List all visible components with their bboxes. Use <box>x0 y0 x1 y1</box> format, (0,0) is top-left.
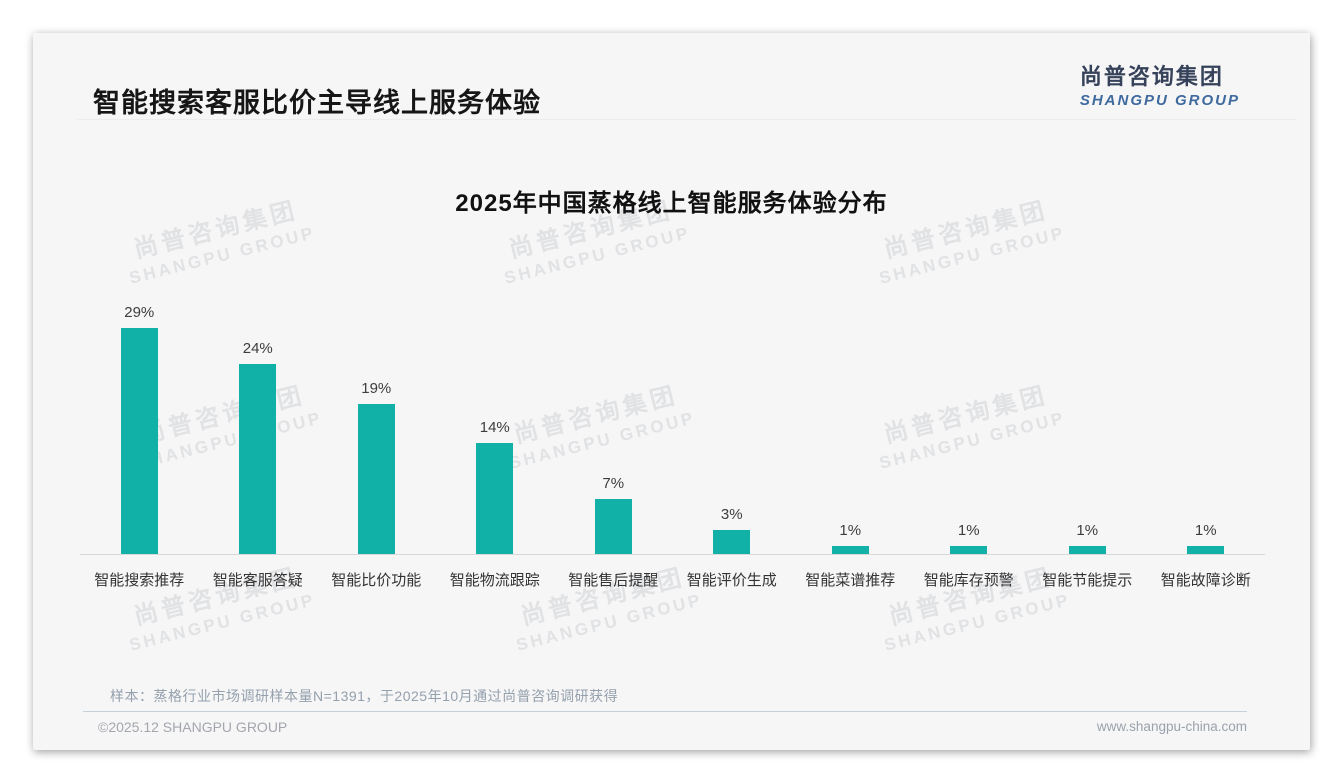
bar-column: 1% <box>1028 304 1147 554</box>
bar-column: 1% <box>791 304 910 554</box>
bar-value-label: 7% <box>602 475 625 492</box>
bar-column: 14% <box>436 304 555 554</box>
watermark-cn-text: 尚普咨询集团 <box>886 563 1056 631</box>
bar-column: 24% <box>199 304 318 554</box>
title-divider <box>77 119 1296 120</box>
watermark-en-text: SHANGPU GROUP <box>514 590 705 655</box>
website-link[interactable]: www.shangpu-china.com <box>1096 719 1247 734</box>
bar <box>357 404 395 554</box>
category-label: 智能售后提醒 <box>568 572 659 589</box>
bar-value-label: 1% <box>839 522 862 539</box>
footer-row: ©2025.12 SHANGPU GROUP www.shangpu-china… <box>98 719 1247 735</box>
slide-card: 尚普咨询集团 SHANGPU GROUP 尚普咨询集团 SHANGPU GROUP 尚普… <box>33 33 1310 750</box>
bar <box>476 443 514 554</box>
bar-value-label: 14% <box>479 419 510 436</box>
watermark-en-text: SHANGPU GROUP <box>127 590 318 655</box>
bar-value-label: 29% <box>124 304 155 321</box>
bar-column: 29% <box>80 304 199 554</box>
bar <box>713 530 751 554</box>
bar <box>831 546 869 554</box>
category-label: 智能比价功能 <box>331 572 422 589</box>
bar-value-label: 1% <box>1076 522 1099 539</box>
bar-value-label: 3% <box>720 506 743 523</box>
chart-title: 2025年中国蒸格线上智能服务体验分布 <box>455 190 888 217</box>
watermark-en-text: SHANGPU GROUP <box>127 223 318 288</box>
bar <box>239 364 277 554</box>
bar-value-label: 19% <box>361 380 392 397</box>
category-label: 智能搜索推荐 <box>94 572 185 589</box>
logo-en-text: SHANGPU GROUP <box>1079 92 1240 109</box>
bar-value-label: 24% <box>242 340 273 357</box>
bar-column: 1% <box>1147 304 1266 554</box>
x-axis-labels: 智能搜索推荐 智能客服答疑 智能比价功能 智能物流跟踪 智能售后提醒 智能评价生成 智能菜谱… <box>80 569 1265 590</box>
bar <box>950 546 988 554</box>
category-label: 智能节能提示 <box>1042 572 1133 589</box>
watermark-cn-text: 尚普咨询集团 <box>131 563 301 631</box>
bar <box>1187 546 1225 554</box>
bar-column: 3% <box>673 304 792 554</box>
sample-note: 样本：蒸格行业市场调研样本量N=1391，于2025年10月通过尚普咨询调研获得 <box>110 688 619 704</box>
watermark-en-text: SHANGPU GROUP <box>502 223 693 288</box>
company-logo: 尚普咨询集团 SHANGPU GROUP <box>1080 59 1240 109</box>
category-label: 智能菜谱推荐 <box>805 572 896 589</box>
watermark-en-text: SHANGPU GROUP <box>877 223 1068 288</box>
bar <box>120 328 158 554</box>
category-label: 智能评价生成 <box>686 572 777 589</box>
footer-divider <box>83 711 1247 712</box>
category-label: 智能故障诊断 <box>1160 572 1251 589</box>
category-label: 智能客服答疑 <box>212 572 303 589</box>
bar <box>594 499 632 554</box>
category-label: 智能物流跟踪 <box>449 572 540 589</box>
bar-value-label: 1% <box>957 522 980 539</box>
bar-column: 1% <box>910 304 1029 554</box>
page-title: 智能搜索客服比价主导线上服务体验 <box>93 88 541 118</box>
watermark-cn-text: 尚普咨询集团 <box>518 563 688 631</box>
bar-value-label: 1% <box>1194 522 1217 539</box>
category-label: 智能库存预警 <box>923 572 1014 589</box>
plot-area: 29% 24% 19% 14% 7% 3% 1% 1% 1% 1% <box>80 304 1265 554</box>
x-axis-line <box>80 554 1265 555</box>
copyright-text: ©2025.12 SHANGPU GROUP <box>98 719 288 735</box>
watermark-en-text: SHANGPU GROUP <box>882 590 1073 655</box>
bar <box>1068 546 1106 554</box>
bar-column: 19% <box>317 304 436 554</box>
bar-column: 7% <box>554 304 673 554</box>
logo-cn-text: 尚普咨询集团 <box>1079 64 1224 89</box>
